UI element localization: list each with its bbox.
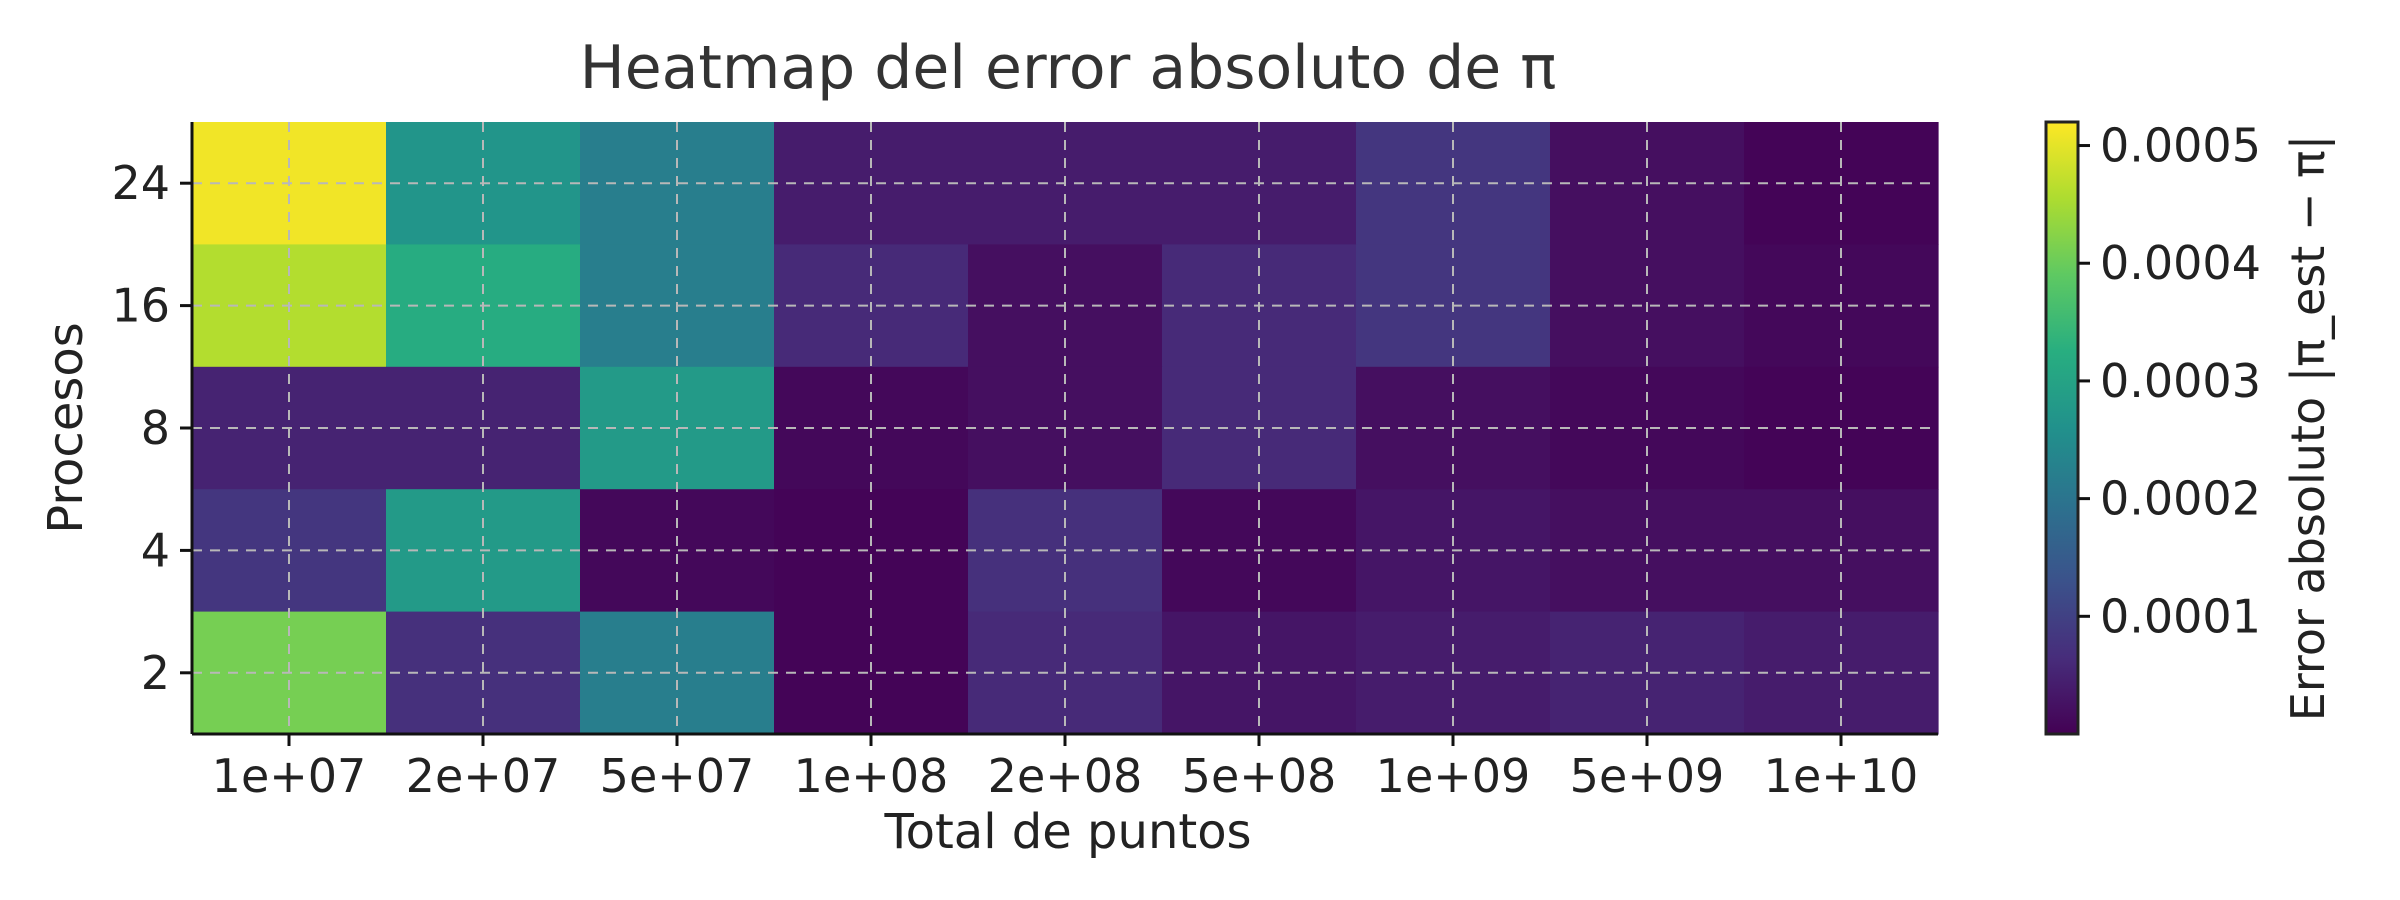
colorbar-gradient	[2044, 120, 2080, 736]
colorbar-ticks: 0.0001 0.0002 0.0003 0.0004 0.0005	[2078, 119, 2261, 643]
x-axis-label: Total de puntos	[883, 804, 1251, 860]
x-tick-label: 1e+09	[1376, 749, 1531, 803]
y-tick-label: 16	[111, 279, 170, 333]
x-tick-label: 2e+07	[406, 749, 561, 803]
x-tick-label: 1e+10	[1764, 749, 1919, 803]
grid-lines	[192, 122, 1938, 734]
colorbar-label: Error absoluto |π_est − π|	[2281, 135, 2336, 721]
colorbar-tick-label: 0.0005	[2100, 119, 2261, 173]
colorbar-tick-label: 0.0001	[2100, 589, 2261, 643]
x-tick-label: 5e+09	[1570, 749, 1725, 803]
x-tick-label: 5e+08	[1182, 749, 1337, 803]
chart-title: Heatmap del error absoluto de π	[580, 33, 1557, 103]
x-tick-label: 1e+08	[794, 749, 949, 803]
x-ticks: 1e+07 2e+07 5e+07 1e+08 2e+08 5e+08 1e+09 5e+09…	[212, 734, 1919, 803]
colorbar: 0.0001 0.0002 0.0003 0.0004 0.0005	[2044, 119, 2261, 736]
y-tick-label: 8	[141, 401, 170, 455]
x-tick-label: 1e+07	[212, 749, 367, 803]
x-tick-label: 2e+08	[988, 749, 1143, 803]
colorbar-tick-label: 0.0002	[2100, 472, 2261, 526]
y-axis-label: Procesos	[38, 322, 94, 533]
x-tick-label: 5e+07	[600, 749, 755, 803]
colorbar-tick-label: 0.0003	[2100, 354, 2261, 408]
y-ticks: 24 16 8 4 2	[111, 156, 192, 700]
plot-area: 1e+07 2e+07 5e+07 1e+08 2e+08 5e+08 1e+09 5e+09…	[111, 122, 1939, 803]
y-tick-label: 4	[141, 523, 170, 577]
y-tick-label: 2	[141, 646, 170, 700]
y-tick-label: 24	[111, 156, 170, 210]
colorbar-tick-label: 0.0004	[2100, 236, 2261, 290]
